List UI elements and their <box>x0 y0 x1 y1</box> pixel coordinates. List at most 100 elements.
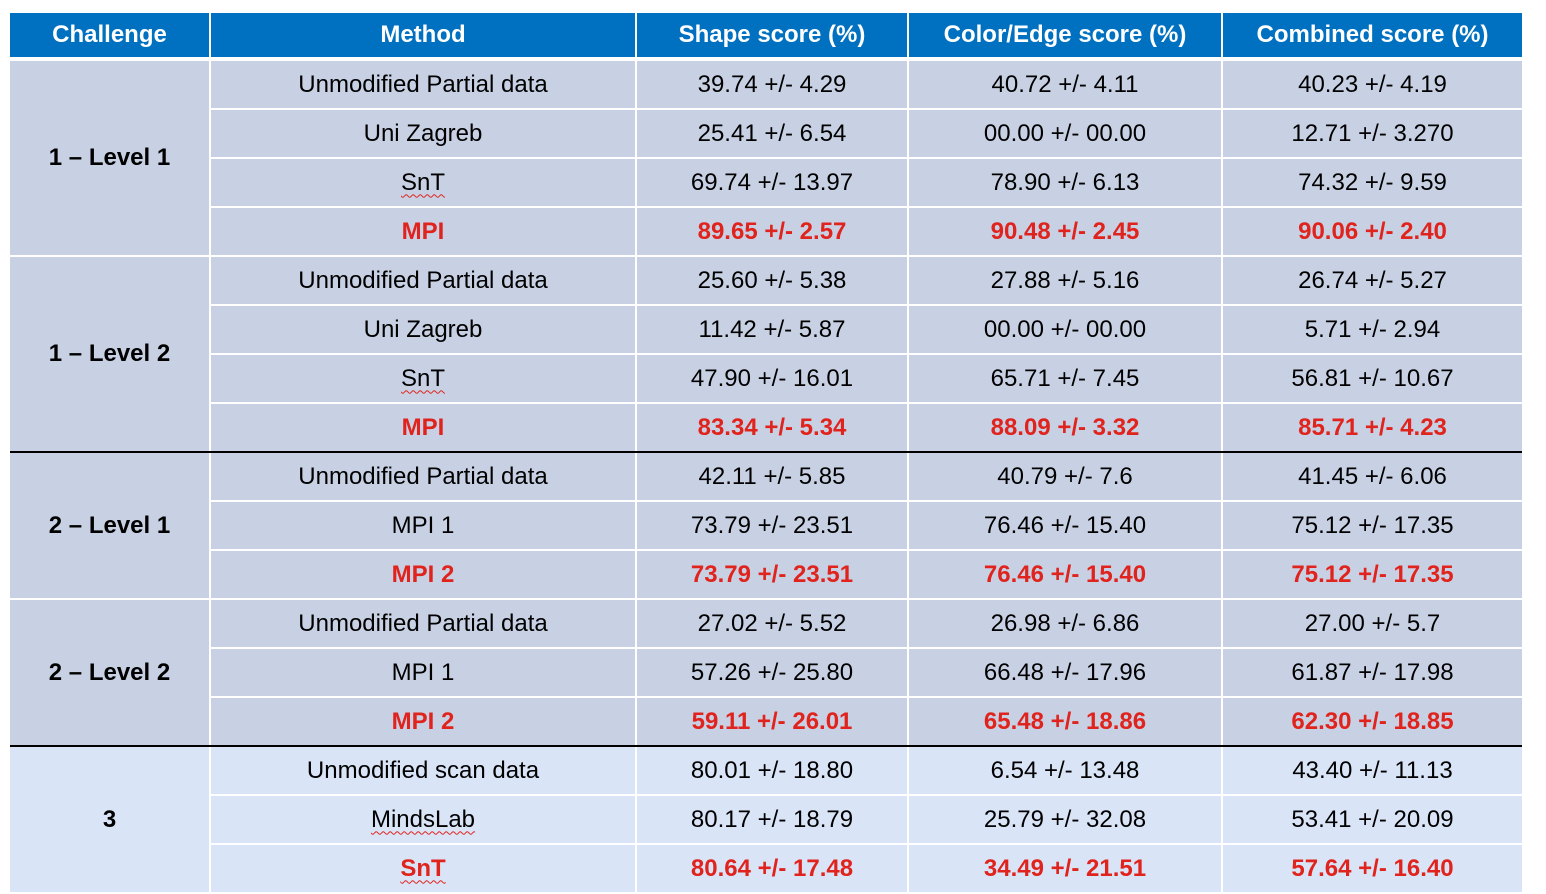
color-edge-score-cell-text: 6.54 +/- 13.48 <box>990 756 1140 784</box>
color-edge-score-cell: 65.48 +/- 18.86 <box>908 697 1223 747</box>
shape-score-cell-text: 25.60 +/- 5.38 <box>697 266 847 294</box>
color-edge-score-cell-text: 65.71 +/- 7.45 <box>990 364 1140 392</box>
color-edge-score-cell: 27.88 +/- 5.16 <box>908 256 1223 306</box>
combined-score-cell: 40.23 +/- 4.19 <box>1222 61 1522 110</box>
color-edge-score-cell-text: 65.48 +/- 18.86 <box>983 707 1147 735</box>
table-row: 2 – Level 2 Unmodified Partial data 27.02 … <box>10 599 1522 747</box>
combined-score-cell: 41.45 +/- 6.06 <box>1222 452 1522 502</box>
table-row: MPI 1 57.26 +/- 25.80 66.48 +/- 17.96 61.87… <box>10 648 1522 698</box>
table-row: SnT 80.64 +/- 17.48 34.49 +/- 21.51 57.64 +… <box>10 844 1522 894</box>
method-cell-text: Uni Zagreb <box>363 119 483 147</box>
shape-score-cell: 80.01 +/- 18.80 <box>636 746 909 796</box>
shape-score-cell: 47.90 +/- 16.01 <box>636 354 909 404</box>
shape-score-cell-text: 73.79 +/- 23.51 <box>690 560 854 588</box>
shape-score-cell-text: 25.41 +/- 6.54 <box>697 119 847 147</box>
color-edge-score-cell-text: 88.09 +/- 3.32 <box>990 413 1140 441</box>
table-row: MPI 83.34 +/- 5.34 88.09 +/- 3.32 85.71 +/-… <box>10 403 1522 453</box>
method-cell: MPI 2 <box>210 550 637 600</box>
method-cell-text: Unmodified Partial data <box>298 462 548 490</box>
shape-score-cell-text: 80.17 +/- 18.79 <box>690 805 854 833</box>
method-cell: Uni Zagreb <box>210 109 637 159</box>
shape-score-cell: 39.74 +/- 4.29 <box>636 61 909 110</box>
color-edge-score-cell: 34.49 +/- 21.51 <box>908 844 1223 894</box>
method-cell: SnT <box>210 844 637 894</box>
shape-score-cell-text: 80.01 +/- 18.80 <box>690 756 854 784</box>
method-cell-text: MPI 2 <box>391 707 455 735</box>
shape-score-cell-text: 11.42 +/- 5.87 <box>698 315 846 343</box>
method-cell: SnT <box>210 354 637 404</box>
header-method: Method <box>210 13 637 57</box>
header-shape-score: Shape score (%) <box>636 13 909 57</box>
shape-score-cell-text: 80.64 +/- 17.48 <box>690 854 854 882</box>
table-row: MPI 89.65 +/- 2.57 90.48 +/- 2.45 90.06 +/-… <box>10 207 1522 257</box>
method-cell: Unmodified Partial data <box>210 452 637 502</box>
combined-score-cell-text: 85.71 +/- 4.23 <box>1298 413 1447 441</box>
shape-score-cell: 42.11 +/- 5.85 <box>636 452 909 502</box>
color-edge-score-cell-text: 66.48 +/- 17.96 <box>983 658 1147 686</box>
shape-score-cell: 25.41 +/- 6.54 <box>636 109 909 159</box>
method-cell: Uni Zagreb <box>210 305 637 355</box>
shape-score-cell-text: 69.74 +/- 13.97 <box>690 168 854 196</box>
table-row: 3 Unmodified scan data 80.01 +/- 18.80 6.54… <box>10 746 1522 894</box>
combined-score-cell-text: 74.32 +/- 9.59 <box>1298 168 1447 196</box>
shape-score-cell: 89.65 +/- 2.57 <box>636 207 909 257</box>
combined-score-cell: 85.71 +/- 4.23 <box>1222 403 1522 453</box>
shape-score-cell: 57.26 +/- 25.80 <box>636 648 909 698</box>
color-edge-score-cell: 25.79 +/- 32.08 <box>908 795 1223 845</box>
color-edge-score-cell: 6.54 +/- 13.48 <box>908 746 1223 796</box>
table-row: MPI 2 73.79 +/- 23.51 76.46 +/- 15.40 75.12… <box>10 550 1522 600</box>
shape-score-cell: 27.02 +/- 5.52 <box>636 599 909 649</box>
shape-score-cell-text: 42.11 +/- 5.85 <box>698 462 846 490</box>
table-row: MindsLab 80.17 +/- 18.79 25.79 +/- 32.08 53… <box>10 795 1522 845</box>
color-edge-score-cell-text: 25.79 +/- 32.08 <box>983 805 1147 833</box>
method-cell-text: Unmodified Partial data <box>298 70 548 98</box>
method-cell-text: MPI <box>401 217 445 245</box>
method-cell-text: Uni Zagreb <box>363 315 483 343</box>
combined-score-cell: 75.12 +/- 17.35 <box>1222 501 1522 551</box>
method-cell: MPI 1 <box>210 648 637 698</box>
shape-score-cell: 83.34 +/- 5.34 <box>636 403 909 453</box>
method-cell: Unmodified Partial data <box>210 256 637 306</box>
color-edge-score-cell: 90.48 +/- 2.45 <box>908 207 1223 257</box>
shape-score-cell: 59.11 +/- 26.01 <box>636 697 909 747</box>
challenge-cell: 1 – Level 1 <box>10 61 211 257</box>
method-cell-text: SnT <box>400 854 446 882</box>
combined-score-cell-text: 40.23 +/- 4.19 <box>1298 70 1447 98</box>
color-edge-score-cell-text: 90.48 +/- 2.45 <box>990 217 1140 245</box>
color-edge-score-cell-text: 00.00 +/- 00.00 <box>983 119 1147 147</box>
combined-score-cell-text: 53.41 +/- 20.09 <box>1291 805 1454 833</box>
shape-score-cell-text: 57.26 +/- 25.80 <box>690 658 854 686</box>
method-cell-text: SnT <box>400 168 445 196</box>
method-cell-text: MindsLab <box>370 805 476 833</box>
combined-score-cell-text: 57.64 +/- 16.40 <box>1291 854 1454 882</box>
challenge-cell: 3 <box>10 746 211 894</box>
method-cell-text: MPI <box>401 413 445 441</box>
color-edge-score-cell: 26.98 +/- 6.86 <box>908 599 1223 649</box>
table-row: SnT 47.90 +/- 16.01 65.71 +/- 7.45 56.81 +/… <box>10 354 1522 404</box>
shape-score-cell-text: 47.90 +/- 16.01 <box>690 364 854 392</box>
color-edge-score-cell-text: 78.90 +/- 6.13 <box>990 168 1140 196</box>
table-row: MPI 2 59.11 +/- 26.01 65.48 +/- 18.86 62.30… <box>10 697 1522 747</box>
combined-score-cell-text: 75.12 +/- 17.35 <box>1291 560 1454 588</box>
shape-score-cell-text: 83.34 +/- 5.34 <box>697 413 847 441</box>
combined-score-cell: 26.74 +/- 5.27 <box>1222 256 1522 306</box>
table-row: MPI 1 73.79 +/- 23.51 76.46 +/- 15.40 75.12… <box>10 501 1522 551</box>
shape-score-cell-text: 59.11 +/- 26.01 <box>691 707 853 735</box>
color-edge-score-cell-text: 26.98 +/- 6.86 <box>990 609 1140 637</box>
color-edge-score-cell: 78.90 +/- 6.13 <box>908 158 1223 208</box>
combined-score-cell: 62.30 +/- 18.85 <box>1222 697 1522 747</box>
table-row: SnT 69.74 +/- 13.97 78.90 +/- 6.13 74.32 +/… <box>10 158 1522 208</box>
combined-score-cell: 90.06 +/- 2.40 <box>1222 207 1522 257</box>
shape-score-cell: 73.79 +/- 23.51 <box>636 501 909 551</box>
combined-score-cell-text: 27.00 +/- 5.7 <box>1304 609 1441 637</box>
shape-score-cell: 73.79 +/- 23.51 <box>636 550 909 600</box>
header-challenge: Challenge <box>10 13 211 57</box>
method-cell-text: Unmodified scan data <box>306 756 540 784</box>
table-row: 1 – Level 2 Unmodified Partial data 25.60 … <box>10 256 1522 453</box>
method-cell-text: Unmodified Partial data <box>298 266 548 294</box>
color-edge-score-cell-text: 34.49 +/- 21.51 <box>983 854 1147 882</box>
method-cell-text: MPI 1 <box>391 658 455 686</box>
color-edge-score-cell-text: 40.79 +/- 7.6 <box>997 462 1133 490</box>
combined-score-cell: 27.00 +/- 5.7 <box>1222 599 1522 649</box>
combined-score-cell-text: 75.12 +/- 17.35 <box>1291 511 1454 539</box>
